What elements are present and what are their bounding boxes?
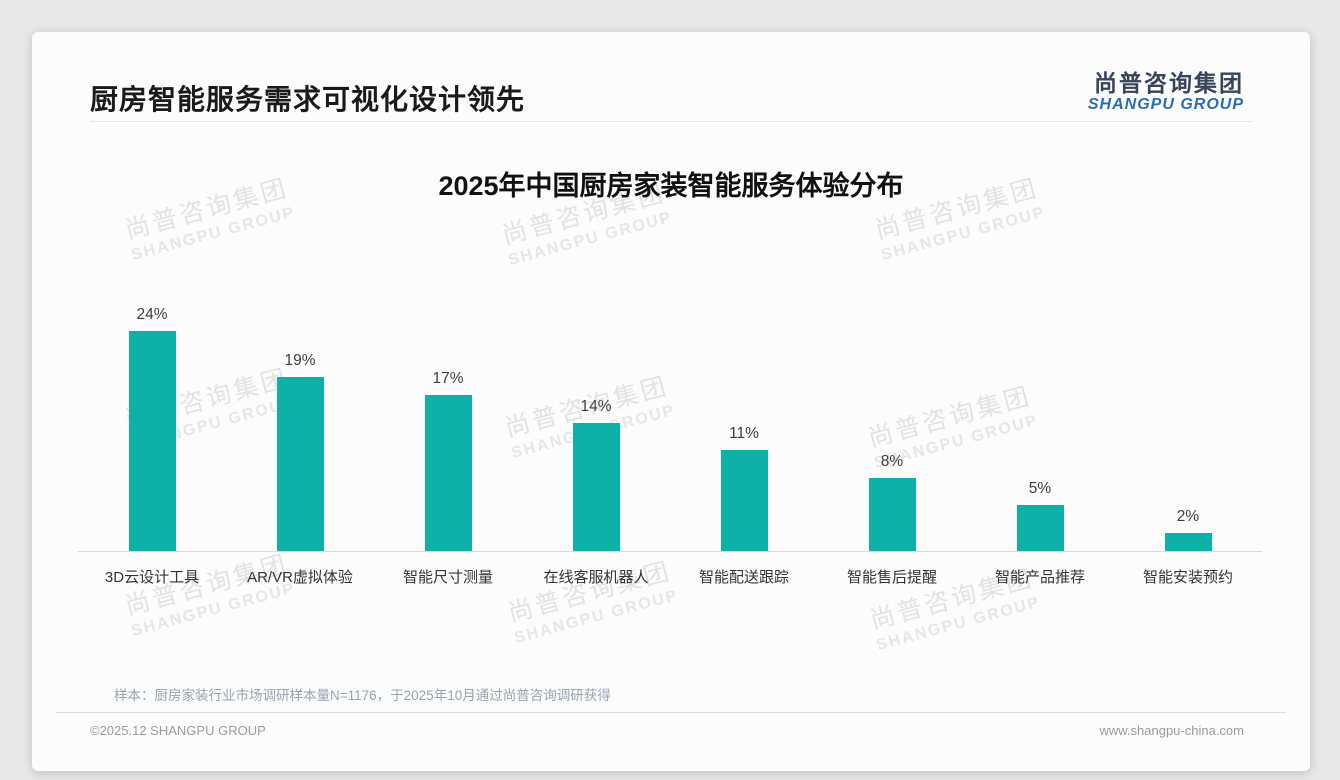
sample-note: 样本：厨房家装行业市场调研样本量N=1176，于2025年10月通过尚普咨询调研… — [114, 688, 611, 703]
bar-value-label: 5% — [1028, 480, 1052, 497]
bar-group: 5% — [966, 300, 1114, 551]
bar-group: 8% — [818, 300, 966, 551]
bar — [276, 377, 324, 551]
bar-chart-category-axis: 3D云设计工具 AR/VR虚拟体验 智能尺寸测量 在线客服机器人 智能配送跟踪 智能售后提… — [78, 566, 1262, 587]
bar-value-label: 17% — [432, 370, 464, 387]
bar-value-label: 11% — [729, 425, 759, 442]
bar-chart-plot-area: 24% 19% 17% 14% 11% 8% 5% 2% — [78, 300, 1262, 552]
header-divider — [90, 121, 1252, 122]
bar — [720, 450, 768, 551]
bar-value-label: 2% — [1176, 508, 1200, 525]
bar-group: 19% — [226, 300, 374, 551]
bar-category-label: 智能安装预约 — [1142, 569, 1233, 586]
chart-title: 2025年中国厨房家装智能服务体验分布 — [438, 171, 904, 201]
footer-divider — [56, 712, 1286, 713]
bar — [128, 331, 176, 551]
bar — [1164, 533, 1212, 551]
bar-value-label: 24% — [136, 306, 168, 323]
bar-group: 24% — [78, 300, 226, 551]
bar — [424, 395, 472, 551]
company-logo: 尚普咨询集团 SHANGPU GROUP — [1088, 70, 1244, 115]
copyright-text: ©2025.12 SHANGPU GROUP — [90, 723, 266, 738]
header: 厨房智能服务需求可视化设计领先 尚普咨询集团 SHANGPU GROUP — [90, 70, 1244, 118]
bar-group: 14% — [522, 300, 670, 551]
bar-value-label: 14% — [580, 398, 612, 415]
watermark: 尚普咨询集团 SHANGPU GROUP — [122, 550, 298, 641]
page-title: 厨房智能服务需求可视化设计领先 — [90, 84, 526, 115]
bar-value-label: 8% — [880, 453, 904, 470]
bar — [868, 478, 916, 551]
bar-category-label: 智能配送跟踪 — [698, 569, 789, 586]
bar-group: 17% — [374, 300, 522, 551]
website-url: www.shangpu-china.com — [1099, 723, 1244, 738]
bar-category-label: AR/VR虚拟体验 — [247, 569, 353, 586]
bar-category-label: 智能产品推荐 — [994, 569, 1085, 586]
bar-category-label: 3D云设计工具 — [104, 569, 200, 586]
logo-english-text: SHANGPU GROUP — [1087, 96, 1244, 114]
bar-value-label: 19% — [284, 352, 316, 369]
bar-group: 2% — [1114, 300, 1262, 551]
bar — [572, 423, 620, 551]
bar-category-label: 智能售后提醒 — [846, 569, 937, 586]
bar-category-label: 智能尺寸测量 — [402, 569, 493, 586]
bar-group: 11% — [670, 300, 818, 551]
logo-chinese-text: 尚普咨询集团 — [1094, 70, 1244, 96]
bar-category-label: 在线客服机器人 — [543, 569, 649, 586]
bar — [1016, 505, 1064, 551]
slide-card: 厨房智能服务需求可视化设计领先 尚普咨询集团 SHANGPU GROUP 202… — [32, 32, 1310, 771]
footer-bar: ©2025.12 SHANGPU GROUP www.shangpu-china… — [90, 723, 1244, 738]
